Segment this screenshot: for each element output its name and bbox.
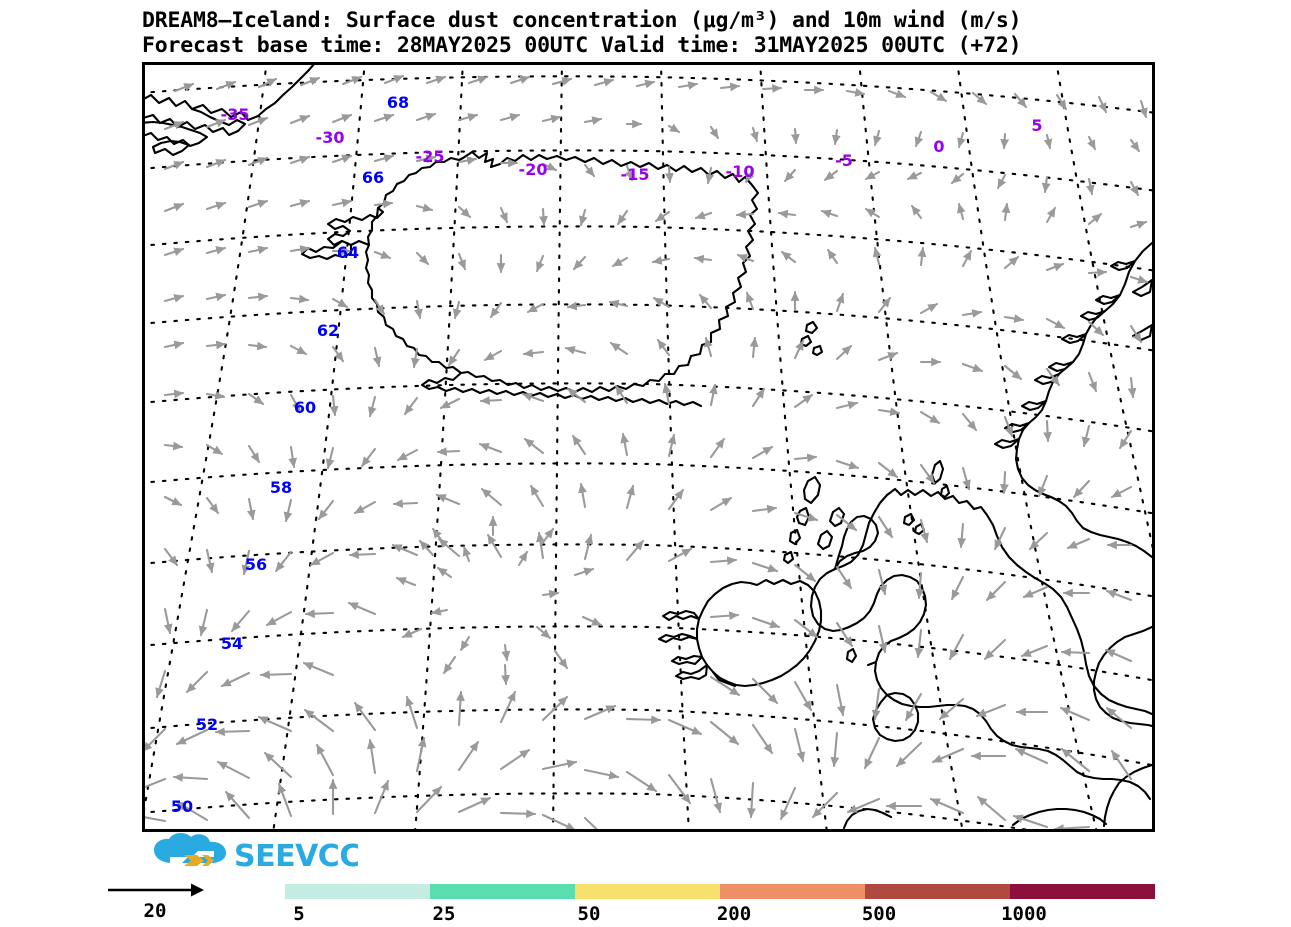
colorbar-tick: 200 [716, 903, 752, 925]
lon-label-m35: -35 [221, 105, 250, 124]
colorbar-tick: 500 [861, 903, 897, 925]
lon-label-m30: -30 [316, 128, 345, 147]
lat-label-56: 56 [245, 555, 267, 574]
chart-title: DREAM8—Iceland: Surface dust concentrati… [142, 8, 1287, 58]
title-line-1: DREAM8—Iceland: Surface dust concentrati… [142, 8, 1022, 33]
colorbar-tick: 50 [577, 903, 601, 925]
arrow-icon [184, 855, 214, 866]
colorbar-segment [575, 884, 720, 899]
colorbar-tick-labels: 5 25 50 200 500 1000 [285, 903, 1165, 927]
wind-vectors [145, 74, 1149, 829]
lon-label-m15: -15 [621, 165, 650, 184]
colorbar-tick: 25 [432, 903, 456, 925]
lon-label-m10: -10 [726, 162, 755, 181]
wind-scale-value: 20 [143, 900, 167, 922]
colorbar-tick: 5 [293, 903, 305, 925]
colorbar [285, 884, 1155, 899]
map-background [145, 65, 1152, 829]
colorbar-segment [1010, 884, 1155, 899]
lat-label-64: 64 [337, 243, 359, 262]
lon-label-5: 5 [1031, 116, 1042, 135]
title-line-2: Forecast base time: 28MAY2025 00UTC Vali… [142, 33, 1022, 58]
lat-label-54: 54 [221, 634, 243, 653]
lon-label-m5: -5 [835, 151, 853, 170]
colorbar-segment [430, 884, 575, 899]
colorbar-segment [720, 884, 865, 899]
colorbar-segment [865, 884, 1010, 899]
wind-scale-arrow [108, 883, 204, 897]
lat-label-66: 66 [362, 168, 384, 187]
lat-label-58: 58 [270, 478, 292, 497]
graticule [145, 65, 1152, 829]
wind-reference-vector: 20 [105, 880, 220, 922]
lat-label-68: 68 [387, 93, 409, 112]
longitude-labels: -35 -30 -25 -20 -15 -10 -5 0 5 [221, 105, 1043, 184]
colorbar-segment [285, 884, 430, 899]
lat-label-50: 50 [171, 797, 193, 816]
map-frame: 68 66 64 62 60 58 56 54 52 50 -35 -30 -2… [142, 62, 1155, 832]
latitude-labels: 68 66 64 62 60 58 56 54 52 50 [171, 93, 409, 816]
lat-label-52: 52 [196, 715, 218, 734]
lat-label-60: 60 [294, 398, 316, 417]
colorbar-tick: 1000 [1001, 903, 1047, 925]
lon-label-0: 0 [933, 137, 944, 156]
logo-text: SEEVCCC [234, 839, 358, 874]
lon-label-m20: -20 [519, 160, 548, 179]
lat-label-62: 62 [317, 321, 339, 340]
logo-graphic: SEEVCCC [154, 833, 358, 874]
lon-label-m25: -25 [416, 147, 445, 166]
map-canvas: 68 66 64 62 60 58 56 54 52 50 -35 -30 -2… [145, 65, 1152, 829]
seevccc-logo: SEEVCCC [148, 833, 358, 875]
